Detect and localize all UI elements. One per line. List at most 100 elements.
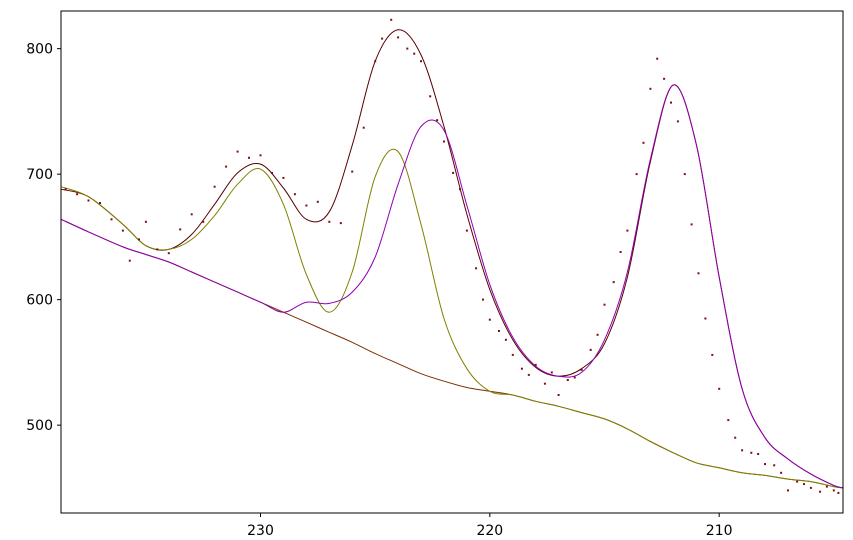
data-point	[259, 154, 262, 157]
data-point	[690, 223, 693, 226]
data-point	[543, 382, 546, 385]
data-point	[596, 333, 599, 336]
data-point	[764, 463, 766, 466]
data-point	[76, 193, 79, 196]
data-point	[837, 491, 840, 494]
data-point	[527, 373, 530, 376]
data-point	[727, 419, 730, 422]
data-point	[773, 464, 776, 467]
data-point	[452, 171, 455, 174]
data-point	[750, 451, 753, 454]
data-point	[734, 436, 737, 439]
data-point	[504, 338, 507, 341]
data-point	[328, 220, 331, 223]
data-point	[573, 376, 576, 379]
baseline-curve	[60, 218, 844, 489]
data-point	[566, 379, 569, 381]
data-point	[557, 394, 560, 396]
data-point	[697, 272, 700, 275]
data-point	[832, 489, 835, 492]
data-point	[429, 95, 432, 98]
x-tick-label: 210	[706, 523, 733, 539]
data-point	[390, 18, 393, 21]
data-point	[351, 170, 354, 173]
data-point	[663, 77, 666, 80]
plot-frame	[60, 10, 844, 514]
data-point	[179, 228, 182, 231]
y-tick-label: 500	[26, 418, 53, 434]
data-point	[293, 193, 296, 196]
data-point	[110, 218, 113, 221]
data-point	[397, 36, 400, 39]
data-point	[121, 229, 124, 232]
data-point	[676, 120, 679, 123]
data-point	[443, 140, 445, 143]
data-point	[99, 202, 101, 204]
data-point	[787, 489, 789, 492]
data-point	[339, 222, 342, 225]
y-tick-label: 800	[26, 42, 53, 58]
data-point	[236, 150, 239, 153]
data-point	[248, 156, 250, 159]
data-point	[420, 60, 422, 63]
x-tick-label: 220	[476, 523, 503, 539]
data-point	[374, 60, 377, 63]
data-point	[271, 171, 273, 174]
data-point	[635, 173, 638, 176]
data-point	[819, 490, 822, 493]
data-point	[225, 165, 228, 168]
data-point	[757, 453, 760, 455]
data-point	[498, 330, 500, 332]
envelope-curve	[60, 29, 844, 489]
data-point	[167, 252, 170, 255]
data-point	[649, 87, 652, 90]
data-point	[803, 483, 805, 486]
data-point	[656, 57, 659, 60]
data-point	[488, 318, 491, 321]
data-point	[482, 298, 484, 301]
data-point	[741, 449, 744, 452]
data-point	[202, 220, 205, 223]
raw-data-points	[64, 18, 840, 494]
data-point	[619, 251, 622, 253]
data-point	[603, 303, 606, 306]
data-point	[316, 200, 319, 203]
data-point	[156, 248, 159, 251]
data-point	[589, 348, 592, 351]
x-axis-ticks: 230 220 210	[247, 513, 733, 539]
x-tick-label: 230	[247, 523, 274, 539]
data-point	[642, 141, 645, 144]
data-point	[711, 353, 714, 356]
data-point	[64, 188, 67, 191]
data-point	[580, 368, 583, 371]
data-point	[213, 185, 216, 188]
y-tick-label: 600	[26, 293, 53, 309]
data-point	[780, 471, 783, 474]
peak-component-curve	[60, 148, 844, 489]
data-point	[436, 119, 439, 122]
data-point	[809, 486, 812, 489]
data-point	[718, 387, 721, 390]
data-point	[87, 199, 90, 202]
data-point	[459, 188, 461, 191]
data-point	[465, 229, 468, 232]
data-point	[138, 238, 140, 241]
data-point	[362, 126, 365, 129]
peak-component-curve	[60, 84, 844, 489]
data-point	[413, 52, 416, 55]
data-point	[128, 259, 131, 262]
data-point	[550, 371, 553, 374]
data-point	[381, 37, 384, 40]
data-point	[796, 480, 799, 483]
data-point	[704, 317, 707, 320]
data-point	[683, 173, 686, 176]
data-point	[144, 220, 147, 223]
data-point	[612, 281, 615, 284]
data-point	[534, 363, 537, 366]
data-point	[305, 204, 308, 207]
y-tick-label: 700	[26, 167, 53, 183]
data-point	[282, 176, 285, 179]
data-point	[406, 47, 409, 50]
series-layer	[60, 29, 844, 489]
